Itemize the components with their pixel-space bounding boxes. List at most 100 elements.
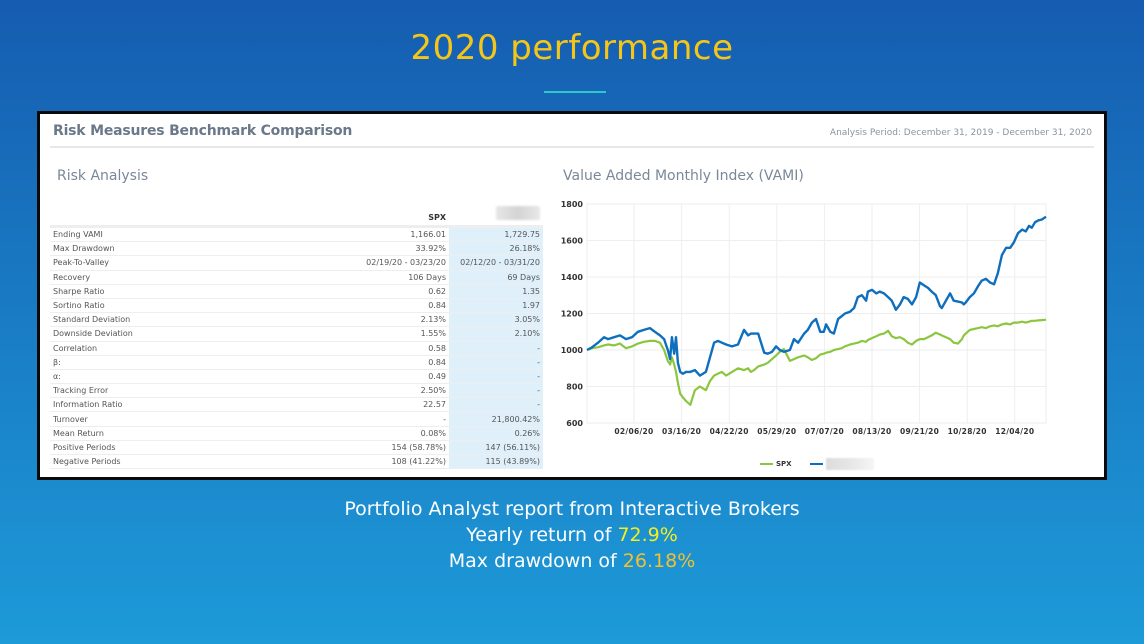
legend-swatch-blue bbox=[809, 463, 823, 465]
y-tick-label: 1200 bbox=[561, 310, 584, 319]
table-row: Max Drawdown 33.92% 26.18% bbox=[50, 241, 543, 257]
portfolio-value: 21,800.42% bbox=[449, 411, 543, 427]
legend-item-spx[interactable]: SPX bbox=[760, 460, 792, 468]
portfolio-value: - bbox=[449, 369, 543, 385]
portfolio-value: 1.97 bbox=[449, 298, 543, 314]
spx-value: 22.57 bbox=[353, 397, 449, 413]
metric-label: Tracking Error bbox=[50, 383, 353, 399]
report-panel: Risk Measures Benchmark Comparison Analy… bbox=[37, 111, 1107, 480]
spx-value: 33.92% bbox=[353, 241, 449, 257]
column-header-portfolio-redacted bbox=[449, 204, 543, 228]
x-tick-label: 12/04/20 bbox=[995, 427, 1034, 436]
caption-line-drawdown: Max drawdown of 26.18% bbox=[0, 550, 1144, 572]
y-tick-label: 1000 bbox=[561, 346, 584, 355]
metric-label: Positive Periods bbox=[50, 440, 353, 456]
portfolio-value: 0.26% bbox=[449, 426, 543, 441]
y-tick-label: 600 bbox=[566, 419, 583, 428]
table-row: Correlation 0.58- bbox=[50, 341, 543, 356]
risk-analysis-table: SPX Ending VAMI 1,166.01 1,729.75 Max Drawd… bbox=[50, 204, 543, 470]
portfolio-value: 02/12/20 - 03/31/20 bbox=[449, 255, 543, 271]
slide-title: 2020 performance bbox=[410, 28, 734, 68]
panel-title: Risk Measures Benchmark Comparison bbox=[53, 123, 353, 139]
table-row: α: 0.49- bbox=[50, 369, 543, 385]
drawdown-label: Max drawdown of bbox=[448, 550, 623, 572]
legend-label-redacted bbox=[825, 458, 874, 470]
portfolio-value: 147 (56.11%) bbox=[449, 440, 543, 456]
metric-label: Correlation bbox=[50, 341, 353, 356]
legend-label-spx: SPX bbox=[776, 460, 792, 468]
portfolio-value: 3.05% bbox=[449, 312, 543, 328]
portfolio-value: 1,729.75 bbox=[449, 226, 543, 243]
column-header-spx: SPX bbox=[353, 204, 449, 228]
table-row: Positive Periods 154 (58.78%) 147 (56.11%) bbox=[50, 440, 543, 456]
column-header-metric bbox=[50, 204, 353, 228]
x-tick-label: 07/07/20 bbox=[805, 427, 844, 436]
portfolio-value: - bbox=[449, 397, 543, 413]
table-row: Information Ratio 22.57- bbox=[50, 397, 543, 413]
max-drawdown-value: 26.18% bbox=[622, 550, 696, 572]
portfolio-value: - bbox=[449, 341, 543, 356]
table-row: β: 0.84- bbox=[50, 355, 543, 370]
spx-value: 0.84 bbox=[353, 298, 449, 314]
spx-value: 02/19/20 - 03/23/20 bbox=[353, 255, 449, 271]
metric-label: Negative Periods bbox=[50, 454, 353, 470]
spx-value: 0.62 bbox=[353, 284, 449, 299]
spx-value: 1,166.01 bbox=[353, 226, 449, 243]
risk-table-body: Ending VAMI 1,166.01 1,729.75 Max Drawdown 3… bbox=[50, 226, 543, 470]
x-tick-label: 10/28/20 bbox=[948, 427, 987, 436]
legend-swatch-green bbox=[760, 463, 773, 465]
metric-label: Information Ratio bbox=[50, 397, 353, 413]
metric-label: Downside Deviation bbox=[50, 326, 353, 342]
table-row: Downside Deviation 1.55% 2.10% bbox=[50, 326, 543, 342]
table-row: Negative Periods 108 (41.22%) 115 (43.89%) bbox=[50, 454, 543, 470]
spx-value: 0.49 bbox=[353, 369, 449, 385]
x-tick-label: 09/21/20 bbox=[900, 427, 939, 436]
y-tick-label: 1600 bbox=[561, 237, 584, 246]
metric-label: Turnover bbox=[50, 411, 353, 427]
metric-label: Standard Deviation bbox=[50, 312, 353, 328]
metric-label: Recovery bbox=[50, 270, 353, 285]
x-tick-label: 02/06/20 bbox=[614, 427, 653, 436]
panel-header: Risk Measures Benchmark Comparison Analy… bbox=[50, 122, 1094, 148]
spx-value: - bbox=[353, 411, 449, 427]
spx-value: 154 (58.78%) bbox=[353, 440, 449, 456]
spx-value: 1.55% bbox=[353, 326, 449, 342]
metric-label: Max Drawdown bbox=[50, 241, 353, 257]
x-tick-label: 03/16/20 bbox=[662, 427, 701, 436]
chart-legend: SPX bbox=[760, 458, 892, 470]
spx-value: 2.13% bbox=[353, 312, 449, 328]
y-tick-label: 1800 bbox=[561, 200, 584, 209]
table-row: Sortino Ratio 0.84 1.97 bbox=[50, 298, 543, 314]
table-row: Standard Deviation 2.13% 3.05% bbox=[50, 312, 543, 328]
metric-label: Sharpe Ratio bbox=[50, 284, 353, 299]
y-tick-label: 800 bbox=[566, 383, 583, 392]
metric-label: Ending VAMI bbox=[50, 226, 353, 243]
table-row: Recovery 106 Days 69 Days bbox=[50, 270, 543, 285]
legend-item-portfolio[interactable] bbox=[809, 458, 874, 470]
spx-value: 106 Days bbox=[353, 270, 449, 285]
portfolio-value: 26.18% bbox=[449, 241, 543, 257]
caption-line-return: Yearly return of 72.9% bbox=[0, 524, 1144, 546]
yearly-return-value: 72.9% bbox=[617, 524, 678, 546]
portfolio-value: 115 (43.89%) bbox=[449, 454, 543, 470]
table-row: Sharpe Ratio 0.62 1.35 bbox=[50, 284, 543, 299]
spx-value: 0.08% bbox=[353, 426, 449, 441]
spx-value: 2.50% bbox=[353, 383, 449, 399]
metric-label: Sortino Ratio bbox=[50, 298, 353, 314]
risk-analysis-heading: Risk Analysis bbox=[57, 168, 149, 184]
y-tick-label: 1400 bbox=[561, 273, 584, 282]
title-underline-divider bbox=[544, 91, 606, 93]
portfolio-value: - bbox=[449, 383, 543, 399]
portfolio-value: 1.35 bbox=[449, 284, 543, 299]
spx-line bbox=[586, 318, 1047, 406]
x-tick-label: 05/29/20 bbox=[757, 427, 796, 436]
table-header-row: SPX bbox=[50, 204, 543, 228]
x-tick-label: 08/13/20 bbox=[852, 427, 891, 436]
caption-line-source: Portfolio Analyst report from Interactiv… bbox=[344, 498, 800, 520]
metric-label: α: bbox=[50, 369, 353, 385]
metric-label: Mean Return bbox=[50, 426, 353, 441]
metric-label: Peak-To-Valley bbox=[50, 255, 353, 271]
table-row: Ending VAMI 1,166.01 1,729.75 bbox=[50, 226, 543, 243]
redacted-label bbox=[496, 206, 540, 220]
analysis-period: Analysis Period: December 31, 2019 - Dec… bbox=[829, 128, 1092, 138]
